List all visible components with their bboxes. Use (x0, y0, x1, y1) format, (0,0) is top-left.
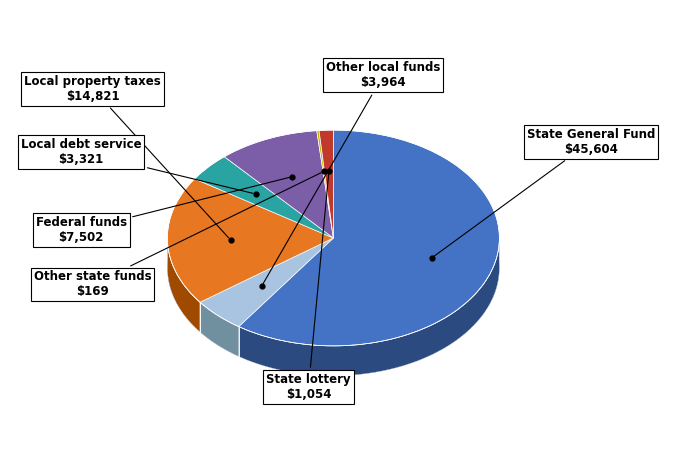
Polygon shape (316, 130, 333, 238)
Text: Local debt service
$3,321: Local debt service $3,321 (21, 138, 253, 193)
Text: Other local funds
$3,964: Other local funds $3,964 (263, 61, 440, 284)
Polygon shape (319, 130, 333, 238)
Polygon shape (239, 130, 499, 346)
Polygon shape (195, 157, 333, 238)
Polygon shape (224, 130, 333, 238)
Text: Federal funds
$7,502: Federal funds $7,502 (36, 177, 290, 244)
Text: State General Fund
$45,604: State General Fund $45,604 (434, 128, 655, 257)
Polygon shape (239, 238, 499, 376)
Text: Other state funds
$169: Other state funds $169 (34, 173, 321, 298)
Polygon shape (167, 179, 333, 302)
Polygon shape (167, 238, 200, 332)
Text: State lottery
$1,054: State lottery $1,054 (266, 174, 351, 401)
Polygon shape (200, 238, 333, 327)
Text: Local property taxes
$14,821: Local property taxes $14,821 (25, 75, 229, 238)
Ellipse shape (167, 160, 499, 376)
Polygon shape (200, 302, 239, 357)
